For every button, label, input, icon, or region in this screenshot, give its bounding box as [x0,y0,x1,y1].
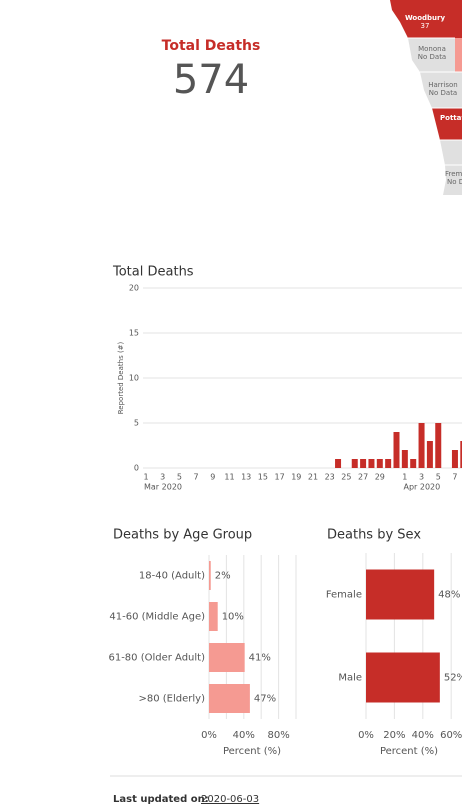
value-label: 41% [249,653,271,664]
county-name: Pottawattamie [440,114,462,122]
bar [435,423,442,468]
bar [209,602,218,631]
y-tick-label: >80 (Elderly) [139,694,206,705]
county-status: No Data [418,53,446,61]
county-value: 37 [421,22,430,30]
y-axis-label: Reported Deaths (#) [117,341,125,414]
x-axis-label: Percent (%) [380,746,438,757]
county-name: Fremont [445,170,462,178]
county-woodbury [390,0,462,72]
x-tick-label: 3 [419,473,424,482]
county-name: Woodbury [405,14,446,22]
x-tick-label: 17 [275,473,285,482]
bar [335,459,342,468]
footer-label: Last updated on: [113,794,209,805]
county-shape [455,38,462,72]
bar [209,684,250,713]
bar [401,450,408,468]
county-mills [440,140,462,165]
bar [418,423,425,468]
x-tick-label: 27 [358,473,368,482]
bar [451,450,458,468]
y-tick-label: 41-60 (Middle Age) [109,612,205,623]
county-name: Harrison [428,81,458,89]
county-status: No Data [429,89,457,97]
chart-title: Total Deaths [112,265,194,280]
county-harrison [420,72,462,108]
y-tick-label: 15 [129,329,139,338]
x-tick-label: 29 [375,473,385,482]
x-tick-label: 7 [194,473,199,482]
x-tick-label: 21 [308,473,318,482]
y-tick-label: 61-80 (Older Adult) [108,653,205,664]
x-tick-label: 7 [452,473,457,482]
y-tick-label: 5 [134,419,139,428]
bar [410,459,417,468]
county-status: No Data [447,178,462,186]
x-tick-label: 0% [358,730,374,741]
kpi-value: 574 [173,57,249,103]
chart-title: Deaths by Sex [327,528,421,543]
x-tick-label: 11 [224,473,234,482]
y-tick-label: 10 [129,374,139,383]
county-monona [408,38,455,72]
x-axis-label: Percent (%) [223,746,281,757]
bar [366,569,435,620]
x-tick-label: 5 [177,473,182,482]
bar [209,643,245,672]
x-tick-label: 1 [402,473,407,482]
y-tick-label: Female [326,590,362,601]
y-tick-label: 20 [129,284,139,293]
bar [366,652,440,703]
y-tick-label: Male [338,673,362,684]
x-tick-label: 40% [412,730,434,741]
bar [376,459,383,468]
bar [209,561,211,590]
footer-date: 2020-06-03 [201,794,259,805]
x-tick-label: 80% [267,730,289,741]
value-label: 48% [438,590,460,601]
x-tick-label: 3 [160,473,165,482]
bar [385,459,392,468]
bar [393,432,400,468]
x-tick-label: 9 [210,473,215,482]
x-tick-label: 13 [241,473,251,482]
county-borders [408,37,462,166]
value-label: 52% [444,673,462,684]
value-label: 47% [254,694,276,705]
bar [368,459,375,468]
chart-title: Deaths by Age Group [113,528,252,543]
x-month-label: Mar 2020 [144,483,182,492]
bar [460,441,462,468]
x-tick-label: 40% [233,730,255,741]
kpi-label: Total Deaths [162,38,261,54]
x-tick-label: 23 [325,473,335,482]
x-tick-label: 1 [143,473,148,482]
y-tick-label: 0 [134,464,139,473]
x-month-label: Apr 2020 [403,483,440,492]
value-label: 10% [222,612,244,623]
bar [351,459,358,468]
county-pottawattamie [432,108,462,140]
county-fremont [443,165,462,195]
x-tick-label: 15 [258,473,268,482]
x-tick-label: 25 [341,473,351,482]
y-tick-label: 18-40 (Adult) [139,571,205,582]
bar [426,441,433,468]
value-label: 2% [215,571,231,582]
x-tick-label: 19 [291,473,301,482]
x-tick-label: 60% [440,730,462,741]
county-name: Monona [418,45,446,53]
bar [360,459,367,468]
x-tick-label: 5 [436,473,441,482]
x-tick-label: 20% [383,730,405,741]
x-tick-label: 0% [201,730,217,741]
map: Woodbury 37 Monona No Data Harrison No D… [390,0,462,195]
